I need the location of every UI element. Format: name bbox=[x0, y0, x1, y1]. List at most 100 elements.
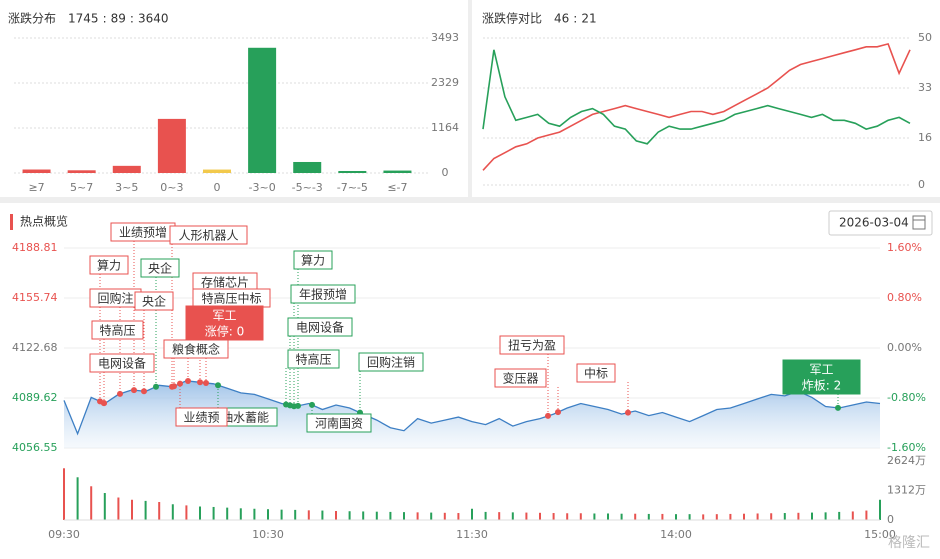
volume-bar bbox=[552, 513, 555, 520]
panel-title: 涨跌分布 bbox=[8, 11, 56, 26]
x-tick-label: -3~0 bbox=[249, 181, 276, 194]
x-tick-label: 10:30 bbox=[252, 528, 284, 541]
volume-bar bbox=[607, 513, 609, 520]
y-tick-label: 3493 bbox=[431, 31, 459, 44]
annotation-label: 年报预增 bbox=[299, 287, 347, 302]
date-text[interactable]: 2026-03-04 bbox=[839, 216, 909, 230]
volume-bar bbox=[824, 512, 827, 520]
volume-bar bbox=[416, 512, 419, 520]
x-tick-label: ≤-7 bbox=[387, 181, 407, 194]
series-line bbox=[482, 42, 911, 171]
y2-tick-label: 1.60% bbox=[887, 241, 922, 254]
volume-bar bbox=[117, 497, 120, 520]
volume-bar bbox=[566, 513, 569, 520]
annotation-label: 河南国资 bbox=[315, 416, 363, 431]
annotation-label: 扭亏为盈 bbox=[508, 339, 556, 353]
annotation-dot bbox=[117, 390, 123, 397]
annotation-label: 中标 bbox=[584, 366, 608, 381]
annotation-label: 特高压中标 bbox=[201, 291, 261, 306]
annotation-dot bbox=[101, 400, 107, 407]
volume-bar bbox=[267, 509, 269, 520]
date-picker[interactable] bbox=[828, 210, 933, 236]
volume-tick-label: 0 bbox=[887, 513, 894, 526]
volume-bar bbox=[158, 502, 161, 520]
volume-bar bbox=[715, 514, 718, 520]
annotation-dot bbox=[215, 382, 221, 389]
bar bbox=[293, 161, 322, 173]
volume-bar bbox=[389, 511, 392, 520]
volume-bar bbox=[811, 512, 813, 520]
volume-bar bbox=[729, 513, 732, 520]
annotation-box bbox=[169, 225, 248, 245]
volume-bar bbox=[838, 511, 841, 520]
annotation-dot bbox=[625, 409, 631, 416]
volume-bar bbox=[375, 511, 378, 520]
annotation-box bbox=[287, 317, 353, 337]
annotation-dot bbox=[309, 401, 315, 408]
volume-bar bbox=[770, 513, 773, 520]
annotation-dot bbox=[555, 409, 561, 416]
annotation-box bbox=[89, 255, 129, 275]
summary-count: 3640 bbox=[138, 12, 169, 26]
bar bbox=[383, 170, 412, 173]
annotation-box bbox=[293, 250, 333, 270]
panel-limit bbox=[472, 0, 940, 197]
x-tick-label: 11:30 bbox=[456, 528, 488, 541]
volume-bar bbox=[879, 499, 881, 520]
series-line bbox=[482, 49, 911, 145]
volume-bar bbox=[525, 512, 528, 520]
x-tick-label: 14:00 bbox=[660, 528, 692, 541]
y-tick-label: 33 bbox=[918, 81, 932, 94]
y2-tick-label: 0.00% bbox=[887, 341, 922, 354]
volume-bar bbox=[498, 512, 501, 520]
annotation-box bbox=[163, 339, 229, 359]
volume-bar bbox=[620, 513, 623, 520]
volume-bar bbox=[253, 508, 256, 520]
volume-bar bbox=[756, 513, 759, 520]
bar bbox=[22, 169, 51, 173]
volume-bar bbox=[144, 500, 147, 520]
summary-count: 21 bbox=[581, 12, 596, 26]
volume-bar bbox=[743, 513, 745, 520]
volume-tick-label: 1312万 bbox=[887, 484, 926, 497]
volume-bar bbox=[185, 505, 188, 520]
summary-count: 46 bbox=[554, 12, 569, 26]
annotation-box bbox=[140, 258, 180, 278]
volume-tick-label: 2624万 bbox=[887, 454, 926, 467]
annotation-label: 特高压 bbox=[295, 352, 331, 367]
volume-bar bbox=[239, 508, 242, 520]
bar bbox=[248, 47, 277, 174]
volume-bar bbox=[294, 509, 297, 520]
volume-bar bbox=[348, 511, 351, 520]
annotation-label: 特高压 bbox=[99, 323, 135, 338]
title-accent bbox=[10, 214, 13, 230]
separator: : bbox=[130, 12, 134, 26]
annotation-label: 军工 bbox=[809, 363, 833, 377]
volume-bar bbox=[593, 513, 596, 520]
y-tick-label: 4122.68 bbox=[12, 341, 58, 354]
volume-bar bbox=[688, 514, 691, 520]
annotation-label: 算力 bbox=[97, 258, 121, 273]
volume-bar bbox=[797, 512, 800, 520]
volume-bar bbox=[362, 511, 365, 520]
volume-bar bbox=[63, 468, 65, 520]
bar bbox=[67, 170, 96, 173]
annotation-label: 变压器 bbox=[502, 371, 538, 386]
y-tick-label: 16 bbox=[918, 131, 932, 144]
bar bbox=[203, 169, 231, 173]
annotation-label: 军工 bbox=[212, 309, 236, 323]
volume-bar bbox=[443, 512, 446, 520]
annotation-label: 业绩预增 bbox=[119, 226, 167, 240]
annotation-dot bbox=[131, 387, 137, 394]
index-area bbox=[64, 380, 880, 448]
annotation-box bbox=[494, 368, 547, 388]
volume-bar bbox=[511, 512, 514, 520]
separator: : bbox=[573, 12, 577, 26]
annotation-label: 业绩预 bbox=[183, 411, 219, 425]
volume-bar bbox=[851, 511, 854, 520]
bar bbox=[338, 170, 367, 173]
calendar-icon bbox=[912, 215, 926, 230]
y-tick-label: 4056.55 bbox=[12, 441, 58, 454]
annotation-label: 抽水蓄能 bbox=[221, 411, 269, 425]
